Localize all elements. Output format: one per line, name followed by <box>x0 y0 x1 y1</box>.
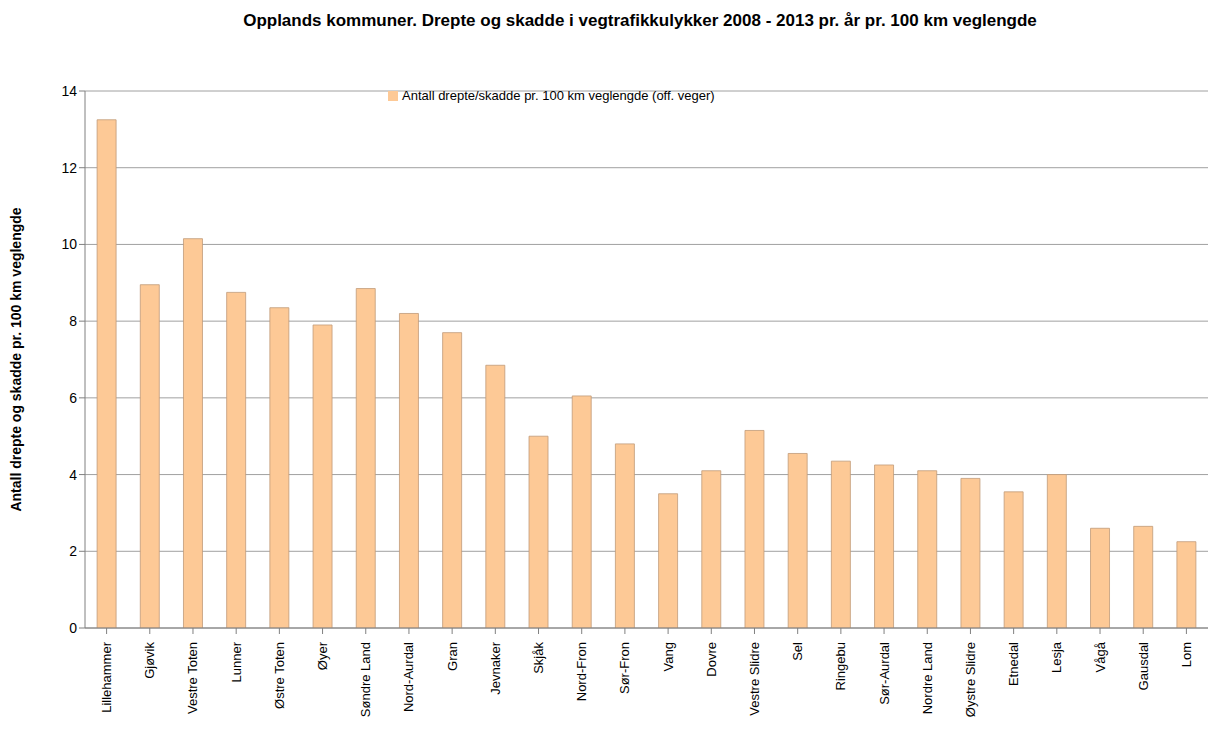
html-text:Antall drepte/skadde pr. 100 k: Antall drepte/skadde pr. 100 km veglengd… <box>402 88 715 103</box>
svg-text:Lillehammer: Lillehammer <box>99 641 114 712</box>
svg-text:Øystre Slidre: Øystre Slidre <box>963 642 978 717</box>
svg-text:14: 14 <box>61 83 77 99</box>
svg-text:0: 0 <box>69 620 77 636</box>
svg-text:Gran: Gran <box>445 642 460 671</box>
svg-text:Lesja: Lesja <box>1049 641 1064 673</box>
svg-text:Jevnaker: Jevnaker <box>488 641 503 694</box>
svg-text:Skjåk: Skjåk <box>531 642 546 674</box>
svg-text:Nord-Fron: Nord-Fron <box>574 642 589 701</box>
svg-text:8: 8 <box>69 313 77 329</box>
svg-text:Gjøvik: Gjøvik <box>142 642 157 679</box>
svg-text:Etnedal: Etnedal <box>1006 642 1021 686</box>
svg-text:Nord-Aurdal: Nord-Aurdal <box>401 642 416 712</box>
svg-text:Gausdal: Gausdal <box>1136 642 1151 691</box>
svg-text:10: 10 <box>61 236 77 252</box>
svg-text:Østre Toten: Østre Toten <box>272 642 287 709</box>
svg-text:Vang: Vang <box>661 642 676 671</box>
svg-text:Antall drepte og skadde pr. 10: Antall drepte og skadde pr. 100 km vegle… <box>8 207 24 511</box>
svg-text:Sør-Aurdal: Sør-Aurdal <box>877 642 892 705</box>
svg-text:Sør-Fron: Sør-Fron <box>617 642 632 694</box>
html-text:Opplands kommuner. Drepte og s: Opplands kommuner. Drepte og skadde i ve… <box>243 11 1037 30</box>
svg-text:Søndre Land: Søndre Land <box>358 642 373 717</box>
svg-text:Lom: Lom <box>1179 642 1194 667</box>
svg-text:Sel: Sel <box>790 642 805 661</box>
svg-text:12: 12 <box>61 160 77 176</box>
svg-text:Lunner: Lunner <box>229 641 244 682</box>
svg-text:6: 6 <box>69 390 77 406</box>
svg-text:Nordre Land: Nordre Land <box>920 642 935 714</box>
svg-text:2: 2 <box>69 543 77 559</box>
svg-text:Øyer: Øyer <box>315 641 330 670</box>
svg-text:4: 4 <box>69 467 77 483</box>
svg-text:Dovre: Dovre <box>704 642 719 677</box>
svg-text:Vågå: Vågå <box>1093 641 1108 672</box>
svg-text:Vestre Toten: Vestre Toten <box>185 642 200 714</box>
svg-text:Vestre Slidre: Vestre Slidre <box>747 642 762 716</box>
svg-text:Ringebu: Ringebu <box>833 642 848 690</box>
